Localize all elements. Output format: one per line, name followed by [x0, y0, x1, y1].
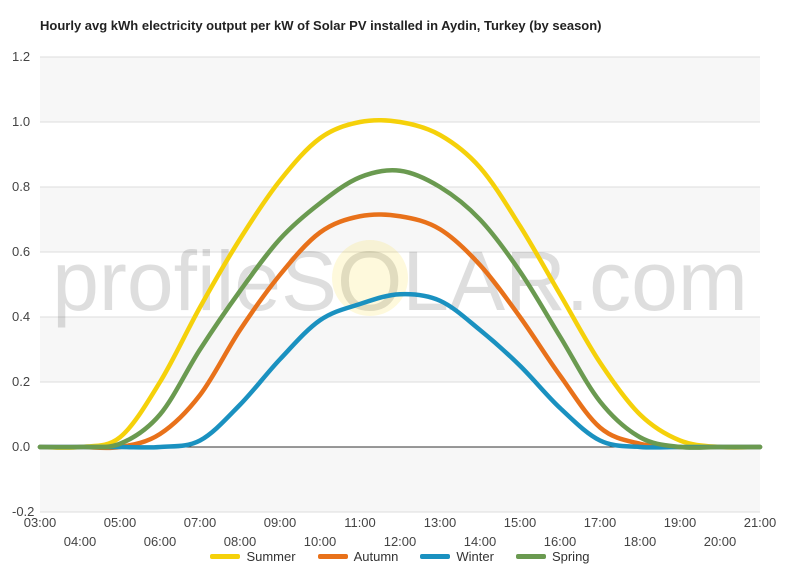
x-tick-label: 08:00 [224, 534, 257, 549]
x-tick-label: 16:00 [544, 534, 577, 549]
x-tick-label: 19:00 [664, 515, 697, 530]
legend-label: Autumn [353, 549, 399, 564]
legend-swatch [317, 554, 348, 559]
legend-item-summer[interactable]: Summer [210, 549, 296, 564]
y-tick-label: 0.0 [12, 439, 30, 454]
x-tick-label: 17:00 [584, 515, 617, 530]
legend-item-winter[interactable]: Winter [420, 549, 494, 564]
chart-title: Hourly avg kWh electricity output per kW… [40, 18, 602, 33]
series-line-spring [37, 168, 763, 450]
y-tick-label: 1.0 [12, 114, 30, 129]
x-tick-label: 06:00 [144, 534, 177, 549]
x-tick-label: 14:00 [464, 534, 497, 549]
watermark-sun-icon [332, 240, 408, 316]
legend-swatch [210, 554, 241, 559]
grid-band [40, 57, 760, 122]
series-line-summer [37, 117, 763, 450]
legend-label: Summer [246, 549, 296, 564]
y-tick-label: 0.2 [12, 374, 30, 389]
x-tick-label: 05:00 [104, 515, 137, 530]
grid-band [40, 447, 760, 512]
legend-swatch [515, 554, 546, 559]
y-tick-label: 0.6 [12, 244, 30, 259]
x-tick-label: 11:00 [344, 515, 376, 530]
x-tick-label: 07:00 [184, 515, 217, 530]
y-tick-label: 0.4 [12, 309, 30, 324]
watermark: profileSOLAR.com [52, 234, 748, 328]
y-tick-label: 1.2 [12, 49, 30, 64]
x-tick-label: 13:00 [424, 515, 457, 530]
series-line-autumn [37, 212, 763, 451]
legend: Summer Autumn Winter Spring [0, 549, 800, 564]
x-tick-label: 20:00 [704, 534, 737, 549]
legend-swatch [420, 554, 451, 559]
x-tick-label: 21:00 [744, 515, 777, 530]
legend-item-spring[interactable]: Spring [515, 549, 590, 564]
grid-band [40, 187, 760, 252]
series-line-winter [37, 291, 763, 450]
x-tick-label: 09:00 [264, 515, 297, 530]
legend-label: Spring [551, 549, 590, 564]
x-tick-label: 10:00 [304, 534, 337, 549]
y-tick-label: -0.2 [12, 504, 34, 519]
grid-layer [40, 56, 760, 513]
x-tick-label: 18:00 [624, 534, 657, 549]
grid-band [40, 317, 760, 382]
x-tick-label: 12:00 [384, 534, 417, 549]
legend-item-autumn[interactable]: Autumn [317, 549, 399, 564]
x-tick-label: 15:00 [504, 515, 537, 530]
series-layer [37, 117, 763, 451]
x-tick-label: 04:00 [64, 534, 97, 549]
axis-layer: -0.2 0.0 0.2 0.4 0.6 0.8 1.0 1.2 03:00 04:00 05:00… [12, 49, 776, 549]
y-tick-label: 0.8 [12, 179, 30, 194]
legend-label: Winter [456, 549, 494, 564]
x-tick-label: 03:00 [24, 515, 57, 530]
